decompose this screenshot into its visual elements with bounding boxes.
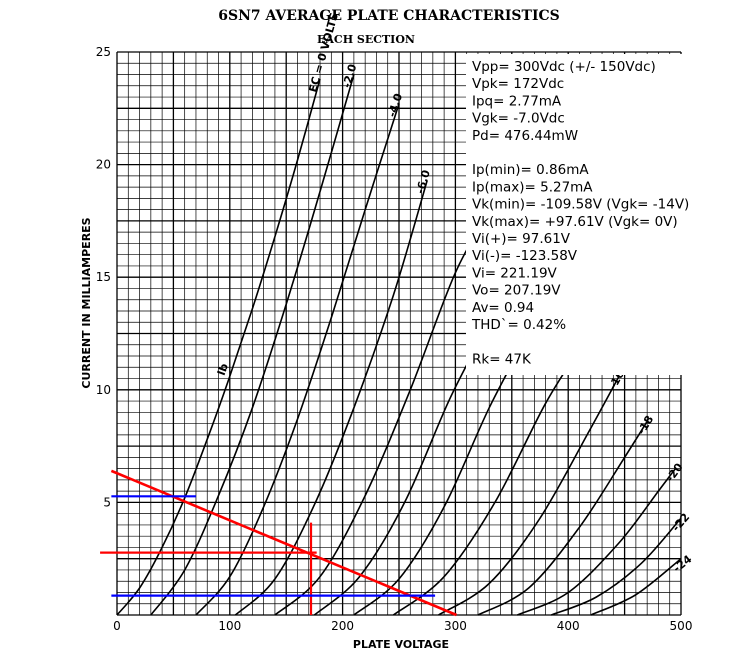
curve-vgk-16 [438, 375, 620, 616]
annotation-line: Vpk= 172Vdc [472, 76, 564, 92]
load-line [110, 469, 458, 617]
overlays [100, 469, 458, 617]
axis-ticks: 0 100 200 300 400 500 5 10 15 20 25 [96, 45, 693, 633]
x-tick-label: 200 [331, 619, 354, 633]
curve-label-vgk-4: -4.0 [385, 92, 405, 119]
y-tick-label: 5 [103, 495, 111, 509]
x-tick-label: 500 [670, 619, 693, 633]
annotation-line: Av= 0.94 [472, 300, 534, 316]
annotation-line: Vk(min)= -109.58V (Vgk= -14V) [472, 197, 689, 213]
annotation-line: Ip(min)= 0.86mA [472, 162, 589, 178]
x-axis-label: PLATE VOLTAGE [353, 638, 449, 651]
x-tick-label: 0 [113, 619, 121, 633]
curve-vgk-24 [590, 558, 682, 616]
curve-label-vgk-24: -24 [671, 552, 695, 575]
y-tick-label: 25 [96, 45, 111, 59]
curve-vgk-4 [195, 103, 400, 616]
chart-subtitle: EACH SECTION [317, 33, 415, 46]
annotation-line: Ip(max)= 5.27mA [472, 179, 593, 195]
y-tick-label: 20 [96, 158, 111, 172]
curve-label-vgk-22: -22 [669, 511, 692, 535]
chart-title: 6SN7 AVERAGE PLATE CHARACTERISTICS [218, 8, 560, 24]
annotation-line: Rk= 47K [472, 351, 532, 367]
annotation-line: THD`= 0.42% [471, 317, 566, 333]
curve-vgk-22 [551, 517, 682, 616]
curve-vgk-6 [234, 180, 428, 616]
annotation-line: Vo= 207.19V [472, 283, 561, 299]
annotation-line: Vi= 221.19V [472, 265, 558, 281]
x-tick-label: 300 [444, 619, 467, 633]
curves [116, 74, 682, 616]
x-tick-label: 400 [557, 619, 580, 633]
curve-vgk0 [116, 78, 321, 616]
annotation-line: Pd= 476.44mW [472, 128, 578, 144]
y-tick-label: 15 [96, 270, 111, 284]
x-tick-label: 100 [218, 619, 241, 633]
curve-vgk-10 [313, 321, 490, 616]
curve-vgk-2 [150, 74, 355, 616]
annotation-background [466, 54, 688, 375]
y-axis-label: CURRENT IN MILLIAMPERES [80, 217, 93, 388]
annotation-line: Vi(-)= -123.58V [472, 248, 578, 264]
annotations-block: Vpp= 300Vdc (+/- 150Vdc)Vpk= 172VdcIpq= … [471, 59, 689, 367]
curve-label-vgk-6: -6.0 [414, 168, 433, 195]
curve-vgk-8 [274, 211, 490, 616]
curve-label-vgk-18: -18 [635, 413, 657, 437]
y-tick-label: 10 [96, 383, 111, 397]
curve-vgk-18 [477, 420, 648, 616]
curve-vgk-14 [392, 339, 586, 616]
ib-label: Ib [215, 362, 231, 378]
annotation-line: Vi(+)= 97.61V [472, 231, 571, 247]
curve-vgk-12 [353, 321, 536, 616]
curve-vgk-20 [517, 468, 677, 616]
curve-label-vgk-2: -2.0 [340, 62, 359, 89]
annotation-line: Vgk= -7.0Vdc [472, 111, 565, 127]
annotation-line: Ipq= 2.77mA [472, 93, 562, 109]
annotation-line: Vk(max)= +97.61V (Vgk= 0V) [472, 214, 678, 230]
annotation-line: Vpp= 300Vdc (+/- 150Vdc) [472, 59, 656, 75]
